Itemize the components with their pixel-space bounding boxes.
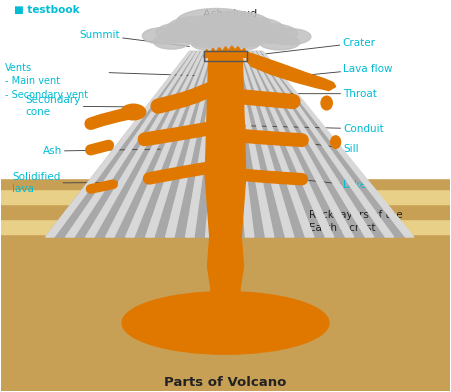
Text: Dike: Dike — [308, 180, 366, 191]
Ellipse shape — [221, 18, 284, 40]
Bar — [1, 189, 450, 204]
Text: Ash: Ash — [42, 146, 160, 156]
Bar — [1, 178, 450, 391]
Ellipse shape — [259, 35, 299, 50]
Text: Solidified
lava: Solidified lava — [12, 172, 124, 194]
Polygon shape — [106, 51, 203, 237]
Text: Rock layers of the
Earth’s crust: Rock layers of the Earth’s crust — [308, 210, 402, 233]
Text: Parts of Volcano: Parts of Volcano — [164, 376, 287, 389]
Ellipse shape — [180, 23, 271, 45]
Ellipse shape — [176, 9, 257, 36]
Ellipse shape — [198, 11, 271, 37]
Polygon shape — [205, 51, 246, 237]
Ellipse shape — [122, 292, 329, 354]
Polygon shape — [207, 237, 244, 290]
Ellipse shape — [121, 104, 146, 120]
Polygon shape — [46, 51, 405, 237]
Text: Vents
- Main vent
- Secondary vent: Vents - Main vent - Secondary vent — [5, 63, 88, 100]
Ellipse shape — [331, 136, 341, 148]
Ellipse shape — [192, 37, 259, 52]
Polygon shape — [166, 51, 215, 237]
Polygon shape — [230, 51, 254, 237]
Polygon shape — [46, 51, 191, 237]
Polygon shape — [234, 51, 274, 237]
Polygon shape — [125, 51, 207, 237]
Text: Summit: Summit — [79, 30, 189, 46]
Polygon shape — [253, 51, 374, 237]
Polygon shape — [66, 51, 195, 237]
Text: Secondary
cone: Secondary cone — [25, 95, 140, 117]
Bar — [1, 180, 450, 189]
Text: Magma
Reservoir: Magma Reservoir — [199, 310, 252, 333]
Polygon shape — [241, 51, 314, 237]
Polygon shape — [185, 51, 219, 237]
Polygon shape — [247, 52, 336, 91]
Polygon shape — [226, 51, 234, 237]
Text: Crater: Crater — [259, 38, 375, 54]
Polygon shape — [262, 51, 414, 237]
Polygon shape — [204, 46, 247, 57]
Bar — [204, 51, 247, 61]
Polygon shape — [210, 290, 241, 299]
Text: ■ testbook: ■ testbook — [14, 5, 80, 15]
Ellipse shape — [167, 16, 230, 40]
Polygon shape — [245, 51, 334, 237]
Text: Ash cloud: Ash cloud — [203, 9, 257, 19]
Bar — [1, 204, 450, 219]
Text: Conduit: Conduit — [244, 124, 384, 134]
Ellipse shape — [185, 31, 266, 49]
Polygon shape — [249, 51, 354, 237]
Ellipse shape — [143, 28, 183, 44]
Ellipse shape — [266, 29, 311, 45]
Ellipse shape — [156, 23, 205, 42]
Text: Sill: Sill — [293, 141, 359, 154]
Ellipse shape — [244, 24, 298, 43]
Polygon shape — [146, 51, 211, 237]
Ellipse shape — [153, 34, 189, 49]
Text: Throat: Throat — [247, 89, 377, 99]
Polygon shape — [258, 51, 394, 237]
Text: Lava flow: Lava flow — [308, 64, 393, 75]
Polygon shape — [238, 51, 294, 237]
Bar — [1, 1, 450, 178]
Bar — [1, 219, 450, 234]
Polygon shape — [206, 51, 223, 237]
Polygon shape — [86, 51, 199, 237]
Ellipse shape — [321, 96, 332, 110]
Bar — [1, 234, 450, 252]
